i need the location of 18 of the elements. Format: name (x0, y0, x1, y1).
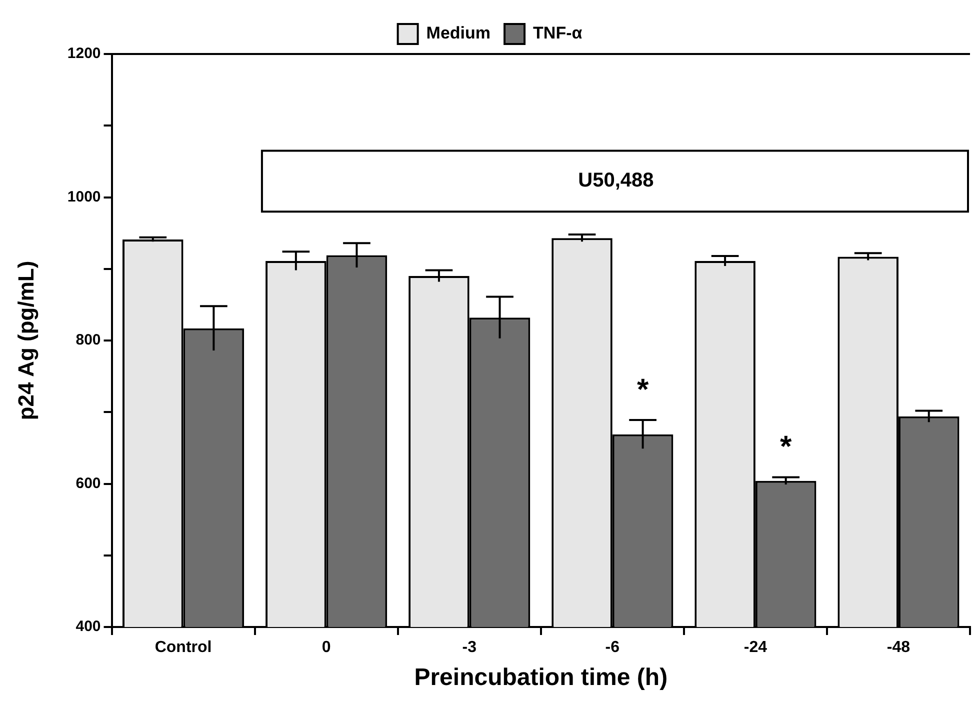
x-tick-label: -3 (462, 639, 477, 656)
x-tick-label: -24 (744, 639, 768, 656)
y-tick-label: 1200 (67, 45, 101, 62)
legend-label: TNF-α (533, 24, 583, 43)
y-tick-label: 400 (76, 618, 101, 636)
y-axis-title: p24 Ag (pg/mL) (13, 260, 38, 420)
x-tick-label: 0 (322, 639, 331, 656)
y-tick-label: 1000 (67, 188, 101, 206)
x-tick-label: Control (154, 639, 212, 656)
legend-label: Medium (426, 24, 491, 43)
x-tick-label: -6 (605, 639, 620, 656)
y-tick-label: 600 (76, 474, 101, 492)
y-tick-label: 800 (76, 332, 101, 349)
annotation: * (636, 374, 649, 407)
x-tick-label: -48 (886, 639, 910, 656)
annotation: * (780, 430, 792, 464)
annotation: U50,488 (578, 170, 654, 192)
x-axis-title: Preincubation time (h) (414, 664, 668, 692)
